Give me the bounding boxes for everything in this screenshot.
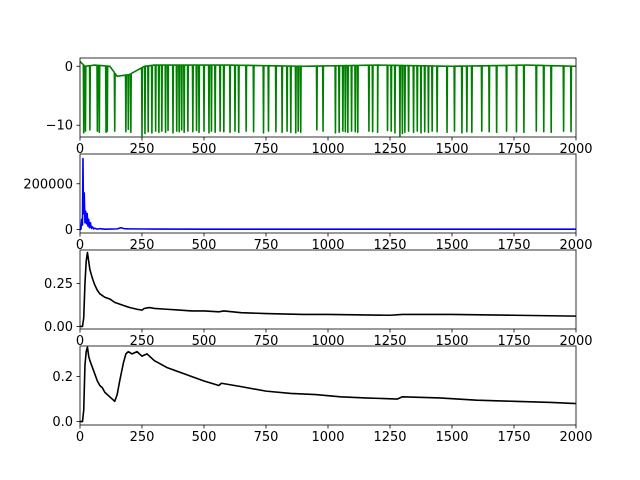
- x-tick-label: 1250: [373, 238, 406, 253]
- x-tick-label: 1000: [311, 430, 344, 445]
- series-line-1: [80, 157, 576, 231]
- series-line-1: [80, 251, 576, 328]
- x-tick-label: 1500: [435, 142, 468, 157]
- x-tick-label: 2000: [559, 142, 592, 157]
- x-tick-label: 1750: [497, 334, 530, 349]
- series-group: [80, 346, 576, 423]
- y-tick-label: 0: [65, 60, 73, 75]
- subplots: 0 250 500 750 1000 1250 1500 1750 20000−100 250 50…: [23, 57, 593, 445]
- x-tick-label: 1000: [311, 334, 344, 349]
- x-tick-label: 0: [76, 142, 84, 157]
- x-tick-label: 1750: [497, 430, 530, 445]
- y-tick-label: 0.25: [44, 277, 73, 292]
- y-tick-label: 0: [65, 223, 73, 238]
- x-tick-label: 1500: [435, 238, 468, 253]
- x-tick-label: 500: [192, 334, 217, 349]
- x-tick-label: 500: [192, 238, 217, 253]
- x-tick-label: 250: [130, 334, 155, 349]
- x-tick-label: 750: [254, 142, 279, 157]
- x-tick-label: 2000: [559, 430, 592, 445]
- series-line-1: [80, 60, 576, 137]
- x-tick-label: 250: [130, 142, 155, 157]
- x-tick-label: 750: [254, 430, 279, 445]
- series-group: [80, 251, 576, 328]
- x-tick-label: 0: [76, 238, 84, 253]
- x-tick-label: 1250: [373, 142, 406, 157]
- x-tick-label: 1750: [497, 142, 530, 157]
- x-tick-label: 1250: [373, 334, 406, 349]
- x-tick-label: 0: [76, 430, 84, 445]
- x-tick-label: 1750: [497, 238, 530, 253]
- x-tick-label: 250: [130, 238, 155, 253]
- subplot-4: 0 250 500 750 1000 1250 1500 1750 2000 0.0 0.2: [52, 345, 593, 445]
- subplot-2: 0 250 500 750 1000 1250 1500 1750 2000 0 200000: [23, 153, 593, 253]
- x-tick-label: 500: [192, 430, 217, 445]
- x-tick-label: 250: [130, 430, 155, 445]
- x-tick-label: 1250: [373, 430, 406, 445]
- x-tick-label: 500: [192, 142, 217, 157]
- x-tick-label: 750: [254, 238, 279, 253]
- y-tick-label: −10: [46, 119, 73, 134]
- subplot-1: 0 250 500 750 1000 1250 1500 1750 20000−10: [46, 57, 593, 157]
- subplot-3: 0 250 500 750 1000 1250 1500 1750 2000 0.00 0.25: [44, 249, 593, 349]
- series-group: [80, 157, 576, 231]
- x-tick-label: 2000: [559, 238, 592, 253]
- y-tick-label: 0.2: [52, 370, 73, 385]
- x-tick-label: 1500: [435, 334, 468, 349]
- x-tick-label: 750: [254, 334, 279, 349]
- y-tick-label: 0.0: [52, 415, 73, 430]
- y-tick-label: 0.00: [44, 320, 73, 335]
- x-tick-label: 1000: [311, 238, 344, 253]
- y-tick-label: 200000: [23, 177, 73, 192]
- x-tick-label: 1500: [435, 430, 468, 445]
- series-line-1: [80, 346, 576, 423]
- series-group: [80, 60, 576, 137]
- x-tick-label: 1000: [311, 142, 344, 157]
- x-tick-label: 0: [76, 334, 84, 349]
- x-tick-label: 2000: [559, 334, 592, 349]
